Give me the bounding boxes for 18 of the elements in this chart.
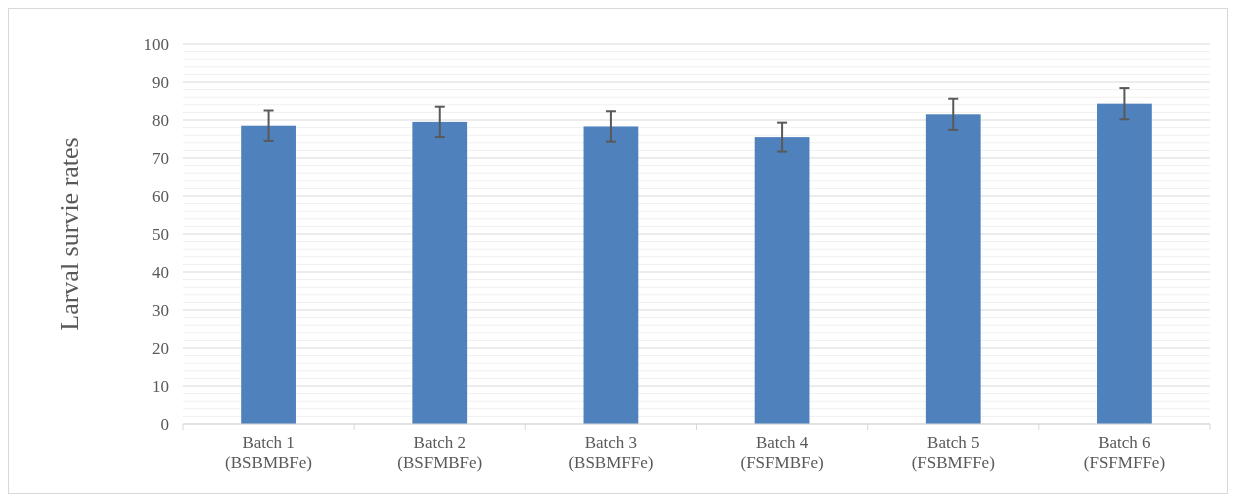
y-tick-label: 40	[152, 262, 169, 282]
x-tick-label: Batch 5 (FSBMFFe)	[911, 433, 995, 472]
y-tick-label: 70	[152, 148, 169, 168]
y-tick-label: 50	[152, 224, 169, 244]
y-tick-label: 90	[152, 72, 169, 92]
y-tick-label: 0	[160, 414, 169, 434]
y-tick-label: 20	[152, 338, 169, 358]
y-axis-title: Larval survie rates	[55, 137, 84, 331]
x-tick-label: Batch 1 (BSBMBFe)	[225, 433, 313, 472]
x-tick-label: Batch 3 (BSBMFFe)	[568, 433, 654, 472]
y-tick-label: 100	[143, 34, 169, 54]
y-tick-label: 10	[152, 376, 169, 396]
x-tick-label: Batch 6 (FSFMFFe)	[1083, 433, 1166, 472]
x-tick-label: Batch 4 (FSFMBFe)	[740, 433, 824, 472]
x-tick-label: Batch 2 (BSFMBFe)	[397, 433, 483, 472]
y-tick-label: 30	[152, 300, 169, 320]
y-tick-label: 80	[152, 110, 169, 130]
y-tick-label: 60	[152, 186, 169, 206]
